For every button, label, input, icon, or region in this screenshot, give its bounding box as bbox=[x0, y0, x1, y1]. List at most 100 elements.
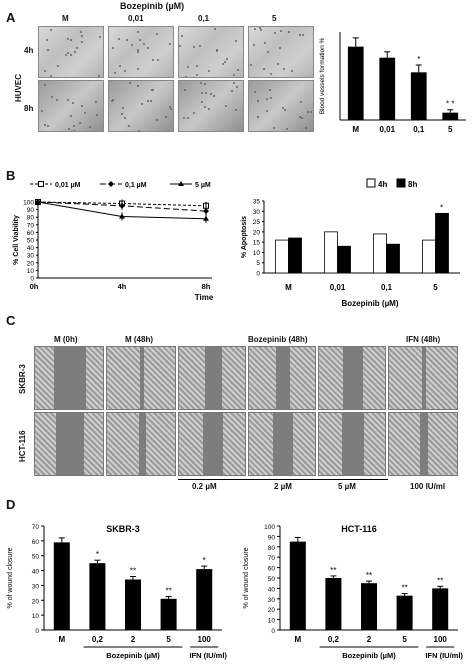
significance-mark: * bbox=[440, 203, 443, 212]
bar bbox=[379, 57, 396, 120]
legend-marker bbox=[38, 181, 44, 187]
significance-mark: * * bbox=[446, 100, 454, 109]
panel-c-header-m48: M (48h) bbox=[125, 335, 153, 344]
wound-healing-image bbox=[106, 412, 176, 476]
y-tick-label: 60 bbox=[268, 566, 276, 573]
panel-c-dose-ifn: 100 IU/ml bbox=[410, 482, 446, 491]
wound-healing-image bbox=[388, 412, 458, 476]
legend-swatch bbox=[366, 178, 376, 188]
bar bbox=[337, 245, 351, 274]
y-tick-label: 60 bbox=[27, 230, 35, 237]
wound-healing-image bbox=[318, 412, 386, 476]
legend-label: 5 µM bbox=[195, 182, 211, 189]
y-tick-label: 10 bbox=[27, 268, 35, 275]
category-label: M bbox=[285, 283, 292, 292]
bar bbox=[124, 579, 142, 630]
y-tick-label: 70 bbox=[268, 555, 276, 562]
significance-mark: ** bbox=[130, 567, 136, 576]
chart-title: SKBR-3 bbox=[106, 524, 140, 534]
x-tick-label: 4h bbox=[118, 282, 127, 291]
y-tick-label: 20 bbox=[32, 598, 40, 605]
bar bbox=[386, 243, 400, 274]
y-tick-label: 100 bbox=[23, 200, 34, 207]
ifn-label: IFN (IU/ml) bbox=[425, 651, 463, 660]
y-tick-label: 60 bbox=[32, 539, 40, 546]
wound-healing-image bbox=[248, 412, 316, 476]
y-axis-label: % Cell Viability bbox=[13, 215, 20, 265]
y-tick-label: 100 bbox=[264, 524, 275, 531]
category-label: 0,01 bbox=[379, 125, 395, 134]
huvec-micrograph bbox=[38, 26, 104, 78]
y-tick-label: 0 bbox=[30, 276, 34, 283]
panel-c-row-skbr3: SKBR-3 bbox=[18, 364, 27, 394]
panel-d-skbr3-chart: 0 10 20 30 40 50 60 70 M * 0,2 ** 2 ** 5 * 100 % of wound… bbox=[7, 524, 227, 660]
legend-label: 8h bbox=[408, 180, 417, 189]
panel-c-header-ifn: IFN (48h) bbox=[406, 335, 441, 344]
bar bbox=[53, 542, 70, 630]
y-tick-label: 30 bbox=[253, 209, 261, 216]
panel-b-apoptosis-chart: 0 5 10 15 20 25 30 35 M 0,01 0,1 5 * Bozepinib (µM) % … bbox=[241, 178, 460, 308]
significance-mark: ** bbox=[401, 584, 407, 593]
bar bbox=[160, 598, 177, 630]
bar bbox=[275, 239, 289, 274]
category-label: 0,1 bbox=[381, 283, 393, 292]
y-tick-label: 10 bbox=[32, 613, 40, 620]
significance-mark: ** bbox=[366, 571, 372, 580]
y-tick-label: 0 bbox=[35, 628, 39, 635]
category-label: 100 bbox=[198, 635, 212, 644]
category-label: M bbox=[58, 635, 65, 644]
bar bbox=[89, 563, 106, 630]
y-tick-label: 40 bbox=[32, 569, 40, 576]
legend-label: 0,01 µM bbox=[55, 182, 81, 189]
panel-a-letter: A bbox=[6, 10, 16, 25]
panel-c-dose-5: 5 µM bbox=[338, 482, 356, 491]
huvec-micrograph bbox=[38, 80, 104, 132]
y-tick-label: 70 bbox=[27, 222, 35, 229]
chart-title: HCT-116 bbox=[341, 524, 377, 534]
category-label: M bbox=[352, 125, 359, 134]
wound-healing-image bbox=[106, 346, 176, 410]
wound-healing-image bbox=[248, 346, 316, 410]
legend-label: 4h bbox=[378, 180, 387, 189]
significance-mark: * bbox=[96, 550, 99, 559]
bar bbox=[410, 72, 427, 120]
panel-a-col-2: 0,01 bbox=[128, 14, 144, 23]
y-axis-label: % of wound closure bbox=[7, 547, 14, 608]
panel-c-dose-2: 2 µM bbox=[274, 482, 292, 491]
category-label: 100 bbox=[434, 635, 448, 644]
group-label: Bozepinib (µM) bbox=[106, 651, 160, 660]
bar bbox=[396, 595, 413, 630]
significance-mark: * bbox=[203, 556, 206, 565]
category-label: 0,2 bbox=[328, 635, 340, 644]
bar bbox=[432, 588, 449, 630]
legend-marker bbox=[108, 181, 114, 187]
bar bbox=[422, 239, 436, 274]
y-tick-label: 80 bbox=[268, 545, 276, 552]
huvec-micrograph bbox=[248, 26, 314, 78]
huvec-micrograph bbox=[108, 26, 174, 78]
huvec-micrograph bbox=[178, 80, 244, 132]
category-label: 5 bbox=[166, 635, 171, 644]
y-tick-label: 30 bbox=[27, 253, 35, 260]
bar bbox=[324, 231, 338, 274]
group-label: Bozepinib (µM) bbox=[342, 651, 396, 660]
y-axis-label: % of wound closure bbox=[243, 547, 250, 608]
panel-d-hct116-chart: 0 10 20 30 40 50 60 70 80 90 100 M ** 0,2 ** 2 ** 5 ** 100%… bbox=[243, 524, 463, 660]
panel-c-row-hct116: HCT-116 bbox=[18, 430, 27, 462]
panel-a-side-label: HUVEC bbox=[14, 73, 23, 102]
bar bbox=[347, 46, 364, 120]
y-tick-label: 50 bbox=[268, 576, 276, 583]
y-tick-label: 30 bbox=[32, 583, 40, 590]
panel-a-bar-chart: M 0,01 * 0,1 * * 5 Blood vessels formation % bbox=[319, 32, 466, 134]
series-line bbox=[37, 201, 207, 207]
panel-c-letter: C bbox=[6, 313, 16, 328]
x-axis-label: Bozepinib (µM) bbox=[341, 299, 398, 308]
panel-d-letter: D bbox=[6, 497, 16, 512]
y-tick-label: 15 bbox=[253, 240, 261, 247]
legend-swatch bbox=[396, 178, 406, 188]
y-tick-label: 50 bbox=[27, 238, 35, 245]
bar bbox=[288, 237, 302, 274]
panel-a-col-4: 5 bbox=[272, 14, 277, 23]
wound-healing-image bbox=[34, 412, 104, 476]
